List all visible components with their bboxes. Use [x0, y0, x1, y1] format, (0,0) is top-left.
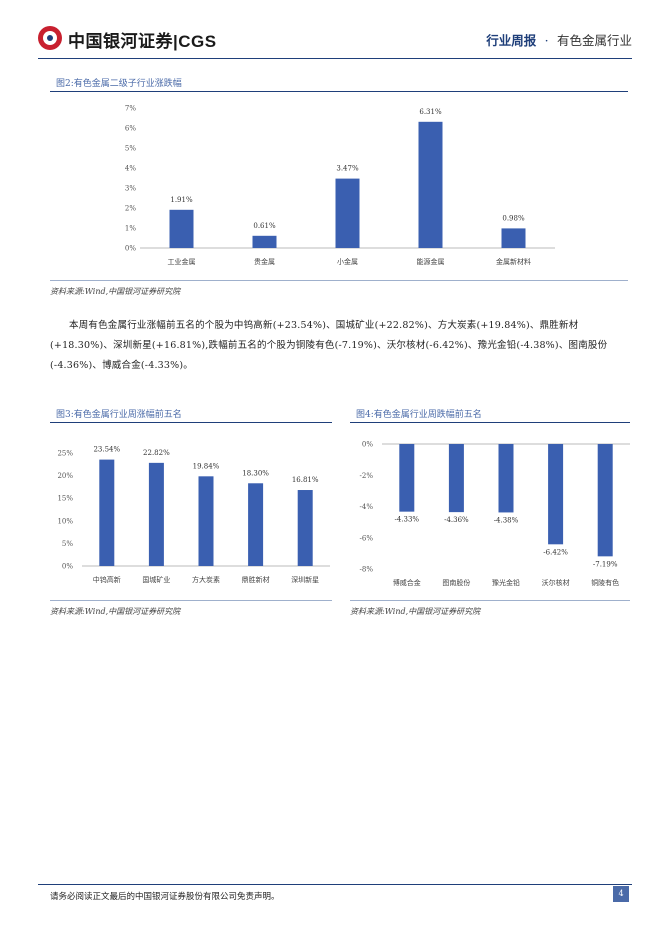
cgs-logo-icon [38, 26, 62, 50]
y-tick-label: 10% [57, 517, 73, 525]
figure2-bottom-rule [50, 280, 628, 281]
y-tick-label: 0% [125, 245, 136, 253]
figure2-top-rule [50, 91, 628, 92]
figure2-source: 资料来源:Wind,中国银河证券研究院 [50, 287, 181, 296]
category-label: 金属新材料 [496, 257, 531, 266]
figure2-title: 图2:有色金属二级子行业涨跌幅 [56, 79, 182, 89]
bar [169, 209, 194, 248]
category-label: 小金属 [337, 257, 358, 266]
bar [297, 490, 313, 566]
category-label: 豫光金铅 [492, 578, 520, 587]
bar [248, 483, 264, 566]
header-right: 行业周报 · 有色金属行业 [486, 30, 632, 49]
category-label: 深圳新星 [291, 575, 319, 584]
bar [548, 444, 564, 545]
footer-rule [38, 884, 632, 885]
y-tick-label: 5% [62, 540, 73, 548]
category-label: 鼎胜新材 [242, 575, 270, 584]
y-tick-label: 15% [57, 495, 73, 503]
figure3-bottom-rule [50, 600, 332, 601]
y-tick-label: 0% [62, 563, 73, 571]
data-label: 19.84% [193, 462, 220, 470]
y-tick-label: -4% [360, 503, 374, 511]
y-tick-label: 6% [125, 125, 136, 133]
data-label: -4.36% [444, 516, 469, 524]
category-label: 国城矿业 [142, 575, 170, 584]
bar [148, 462, 164, 566]
bar [597, 444, 613, 557]
category-label: 能源金属 [417, 257, 445, 266]
category-label: 铜陵有色 [591, 578, 619, 587]
report-type: 行业周报 [486, 33, 537, 48]
category-label: 中钨高新 [93, 575, 121, 584]
data-label: 6.31% [419, 108, 442, 116]
y-tick-label: 25% [57, 450, 73, 458]
data-label: -6.42% [543, 548, 568, 556]
y-tick-label: 4% [125, 165, 136, 173]
bar [448, 444, 464, 513]
category-label: 方大炭素 [192, 575, 220, 584]
bar [198, 476, 214, 566]
category-label: 贵金属 [254, 257, 275, 266]
company-logo-text: 中国银河证券|CGS [68, 32, 217, 51]
y-tick-label: 2% [125, 205, 136, 213]
data-label: 0.98% [502, 214, 525, 222]
figure4-title: 图4:有色金属行业周跌幅前五名 [356, 410, 482, 420]
bar [335, 178, 360, 248]
y-tick-label: 20% [57, 472, 73, 480]
data-label: 3.47% [336, 165, 359, 173]
category-label: 沃尔核材 [542, 578, 570, 587]
data-label: 23.54% [93, 446, 120, 454]
data-label: -4.38% [494, 516, 519, 524]
header-rule [38, 58, 632, 59]
y-tick-label: 3% [125, 185, 136, 193]
category-label: 工业金属 [168, 257, 196, 266]
y-tick-label: 1% [125, 225, 136, 233]
figure4-top-rule [350, 422, 630, 423]
figure3-title: 图3:有色金属行业周涨幅前五名 [56, 410, 182, 420]
bar [501, 228, 526, 248]
bar [498, 444, 514, 513]
header-separator: · [544, 33, 549, 48]
data-label: 1.91% [170, 196, 193, 204]
bar [252, 235, 277, 248]
bar [418, 121, 443, 248]
data-label: 16.81% [292, 476, 319, 484]
page-number: 4 [613, 886, 629, 902]
industry-name: 有色金属行业 [556, 33, 632, 48]
body-paragraph: 本周有色金属行业涨幅前五名的个股为中钨高新(+23.54%)、国城矿业(+22.… [50, 320, 608, 371]
y-tick-label: 0% [362, 441, 373, 449]
y-tick-label: 5% [125, 145, 136, 153]
category-label: 图南股份 [442, 578, 470, 587]
footer-disclaimer: 请务必阅读正文最后的中国银河证券股份有限公司免责声明。 [50, 892, 280, 902]
figure3-top-rule [50, 422, 332, 423]
figure4-chart: -8% -6% -4% -2% 0% -4.33% 博威合金 -4.36% 图南股份 -4.38%… [360, 441, 630, 587]
category-label: 博威合金 [393, 578, 421, 587]
figure3-chart: 0% 5% 10% 15% 20% 25% 23.54% 中钨高新 22.82% 国城矿业 19.8… [57, 446, 330, 584]
figure4-bottom-rule [350, 600, 630, 601]
data-label: 18.30% [242, 469, 269, 477]
y-tick-label: -2% [360, 472, 374, 480]
y-tick-label: -8% [360, 566, 374, 574]
y-tick-label: -6% [360, 534, 374, 542]
data-label: -4.33% [394, 516, 419, 524]
data-label: 22.82% [143, 449, 170, 457]
data-label: 0.61% [253, 222, 276, 230]
figure4-source: 资料来源:Wind,中国银河证券研究院 [350, 607, 481, 616]
data-label: -7.19% [593, 560, 618, 568]
bar [99, 459, 115, 566]
bar [399, 444, 415, 512]
y-tick-label: 7% [125, 105, 136, 113]
figure3-source: 资料来源:Wind,中国银河证券研究院 [50, 607, 181, 616]
figure2-chart: 0% 1% 2% 3% 4% 5% 6% 7% 1.91% 工业金属 0.61% 贵金属 3.47% 小金… [125, 105, 555, 266]
